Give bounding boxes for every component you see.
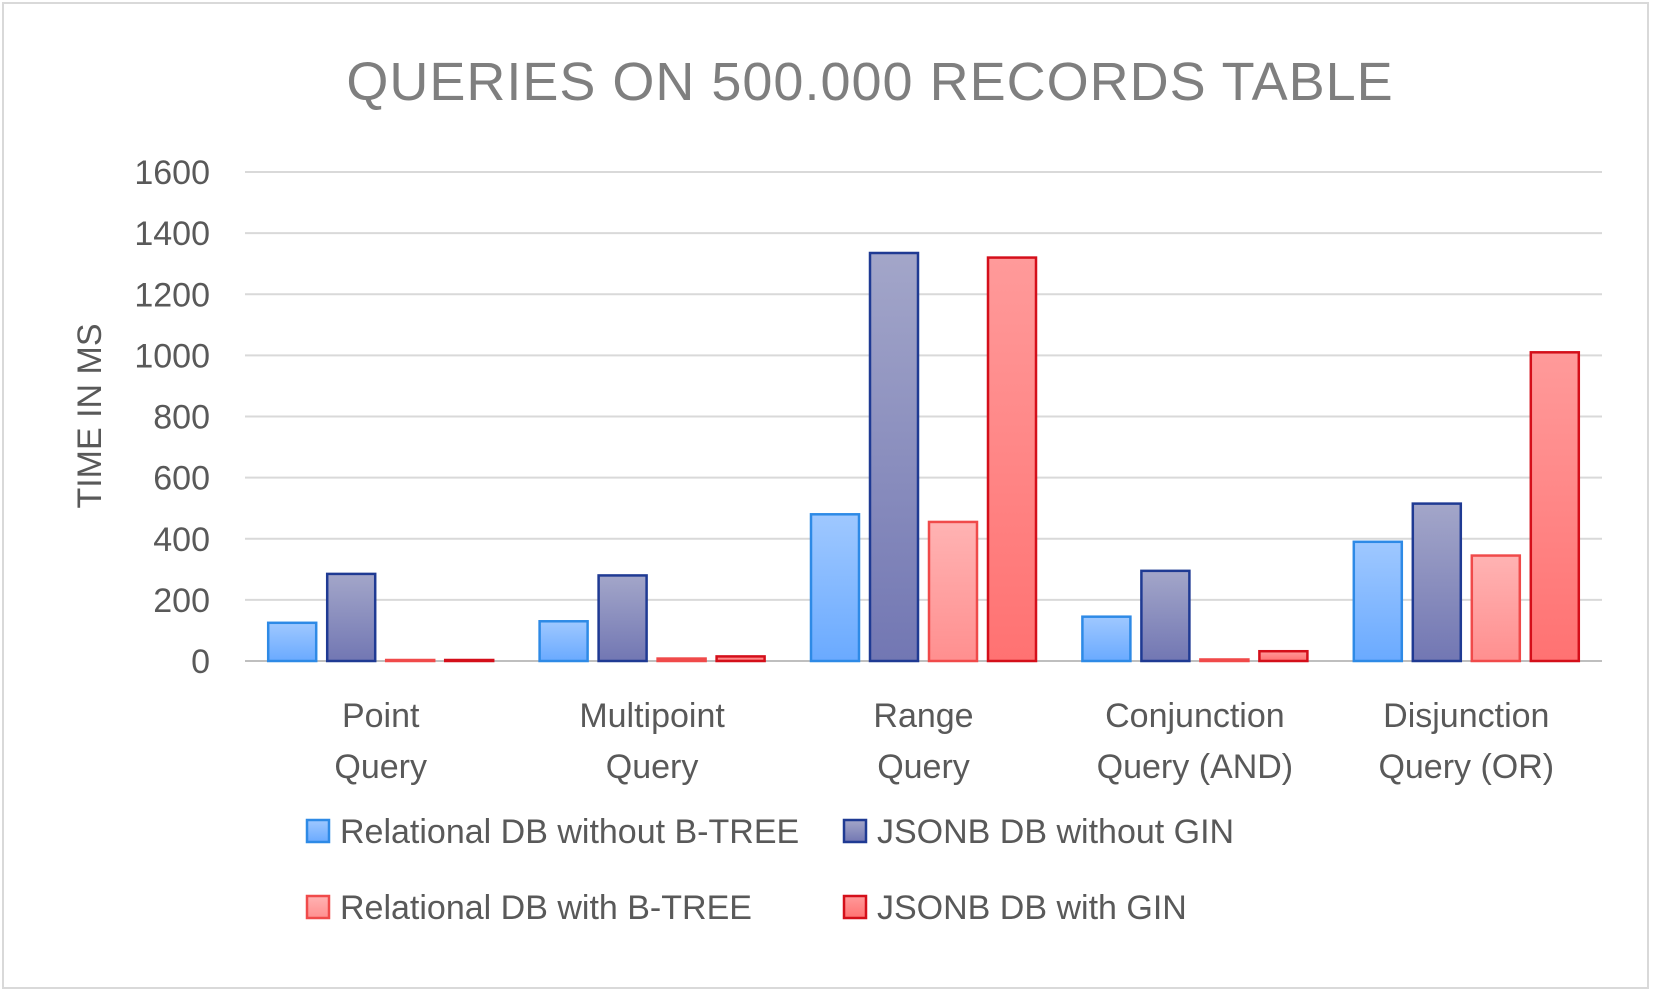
legend-swatch <box>842 894 868 920</box>
category-label: Query (OR) <box>1378 748 1554 786</box>
bar-series-4-category-3 <box>986 256 1038 663</box>
bar-series-4-category-4 <box>1258 649 1309 663</box>
bar-series-2-category-2 <box>597 574 648 663</box>
bar-series-1-category-5 <box>1352 540 1404 663</box>
bar-series-4-category-1 <box>443 658 495 663</box>
y-tick-label: 1000 <box>134 337 210 375</box>
bar-series-1-category-1 <box>266 621 318 663</box>
bar-series-3-category-3 <box>927 520 979 663</box>
bar-series-1-category-3 <box>809 513 861 663</box>
bar-series-1-category-4 <box>1081 615 1132 663</box>
bar-series-2-category-3 <box>868 251 920 663</box>
category-label: Query <box>334 748 427 786</box>
category-label: Query <box>606 748 699 786</box>
legend-swatch <box>305 894 331 920</box>
bar-series-4-category-5 <box>1529 351 1581 663</box>
category-label: Point <box>342 697 420 735</box>
bar-series-3-category-4 <box>1199 658 1250 663</box>
y-tick-label: 1200 <box>134 276 210 314</box>
y-tick-label: 0 <box>191 643 210 681</box>
legend-label: Relational DB without B-TREE <box>340 813 799 851</box>
legend-label: Relational DB with B-TREE <box>340 889 752 927</box>
y-tick-labels: 0 200 400 600 800 1000 1200 1400 1600 <box>134 154 210 681</box>
y-tick-label: 200 <box>153 582 210 620</box>
y-tick-label: 600 <box>153 460 210 498</box>
y-tick-label: 400 <box>153 521 210 559</box>
y-tick-label: 1600 <box>134 154 210 192</box>
category-label: Multipoint <box>579 697 725 735</box>
category-labels: Point Query Multipoint Query Range Query Conju… <box>334 697 1554 786</box>
y-tick-label: 800 <box>153 399 210 437</box>
chart-title: QUERIES ON 500.000 RECORDS TABLE <box>346 52 1393 112</box>
category-label: Range <box>873 697 973 735</box>
bar-series-4-category-2 <box>715 655 766 663</box>
bar-series-2-category-5 <box>1411 502 1463 663</box>
category-label: Conjunction <box>1105 697 1285 735</box>
category-label: Disjunction <box>1383 697 1549 735</box>
chart: QUERIES ON 500.000 RECORDS TABLE TIME IN… <box>71 52 1602 927</box>
legend-swatch <box>305 818 331 844</box>
bars <box>266 251 1581 663</box>
category-label: Query (AND) <box>1097 748 1293 786</box>
bar-series-2-category-1 <box>325 572 377 663</box>
category-label: Query <box>877 748 970 786</box>
bar-series-2-category-4 <box>1140 569 1191 663</box>
legend: Relational DB without B-TREE JSONB DB wit… <box>305 813 1234 927</box>
legend-label: JSONB DB without GIN <box>877 813 1234 851</box>
bar-series-3-category-2 <box>656 657 707 663</box>
bar-series-3-category-1 <box>384 658 436 663</box>
legend-label: JSONB DB with GIN <box>877 889 1187 927</box>
y-axis-label: TIME IN MS <box>71 323 109 508</box>
y-tick-label: 1400 <box>134 215 210 253</box>
bar-series-3-category-5 <box>1470 554 1522 663</box>
legend-swatch <box>842 818 868 844</box>
bar-series-1-category-2 <box>538 620 589 663</box>
